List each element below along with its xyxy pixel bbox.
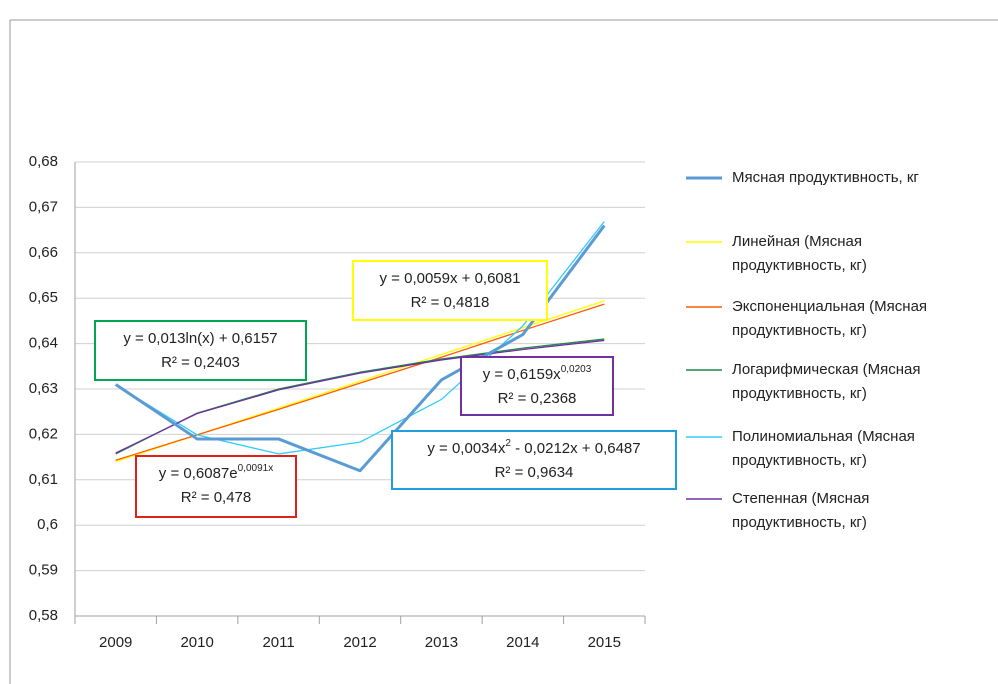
y-tick-label: 0,62 [29, 425, 58, 442]
equation-part: 2 [505, 438, 511, 449]
y-tick-label: 0,68 [29, 153, 58, 170]
annotation-equation: y = 0,0059x + 0,6081 [380, 270, 521, 287]
annotation-equation: y = 0,6087e0,0091x [159, 463, 273, 482]
annotation-r2: R² = 0,2403 [161, 354, 240, 371]
equation-part: y = 0,0034x [427, 440, 505, 457]
legend-label: Экспоненциальная (Мясная продуктивность,… [732, 298, 931, 339]
annotation-equation: y = 0,0034x2 - 0,0212x + 0,6487 [427, 438, 640, 457]
annotation-r2: R² = 0,9634 [495, 464, 574, 481]
equation-part: y = 0,013ln(x) + 0,6157 [123, 330, 277, 347]
legend-label: Логарифмическая (Мясная продуктивность, … [732, 361, 925, 402]
annotation-box [460, 356, 614, 416]
annotation-box [94, 320, 307, 381]
annotation-box [135, 455, 297, 518]
annotation-r2: R² = 0,2368 [498, 390, 577, 407]
annotation-box [391, 430, 677, 490]
x-tick-label: 2013 [425, 634, 458, 651]
annotation-r2: R² = 0,478 [181, 489, 251, 506]
y-tick-label: 0,67 [29, 198, 58, 215]
equation-part: y = 0,0059x + 0,6081 [380, 270, 521, 287]
annotation-r2: R² = 0,4818 [411, 294, 490, 311]
x-tick-label: 2009 [99, 634, 132, 651]
x-tick-label: 2011 [262, 634, 294, 651]
y-tick-label: 0,65 [29, 289, 58, 306]
annotation-equation: y = 0,013ln(x) + 0,6157 [123, 330, 277, 347]
y-tick-label: 0,6 [37, 516, 58, 533]
legend-label: Линейная (Мясная продуктивность, кг) [732, 233, 867, 274]
equation-part: 0,0203 [561, 364, 592, 375]
equation-part: 0,0091x [238, 463, 274, 474]
series-line [115, 339, 605, 454]
equation-part: - 0,0212x + 0,6487 [511, 440, 641, 457]
y-tick-label: 0,66 [29, 244, 58, 261]
annotation-box [352, 260, 548, 321]
equation-part: y = 0,6159x [483, 366, 561, 383]
legend-label: Полиномиальная (Мясная продуктивность, к… [732, 428, 919, 469]
y-tick-label: 0,63 [29, 380, 58, 397]
annotation-equation: y = 0,6159x0,0203 [483, 364, 592, 383]
y-tick-label: 0,61 [29, 471, 58, 488]
series-line [114, 224, 606, 473]
x-tick-label: 2014 [506, 634, 539, 651]
y-tick-label: 0,59 [29, 562, 58, 579]
y-tick-label: 0,64 [29, 335, 58, 352]
x-tick-label: 2010 [180, 634, 213, 651]
legend-label: Мясная продуктивность, кг [732, 169, 919, 186]
legend-label: Степенная (Мясная продуктивность, кг) [732, 490, 874, 531]
series-line [115, 221, 605, 455]
equation-part: y = 0,6087e [159, 465, 238, 482]
y-tick-label: 0,58 [29, 607, 58, 624]
x-tick-label: 2012 [343, 634, 376, 651]
x-tick-label: 2015 [588, 634, 621, 651]
